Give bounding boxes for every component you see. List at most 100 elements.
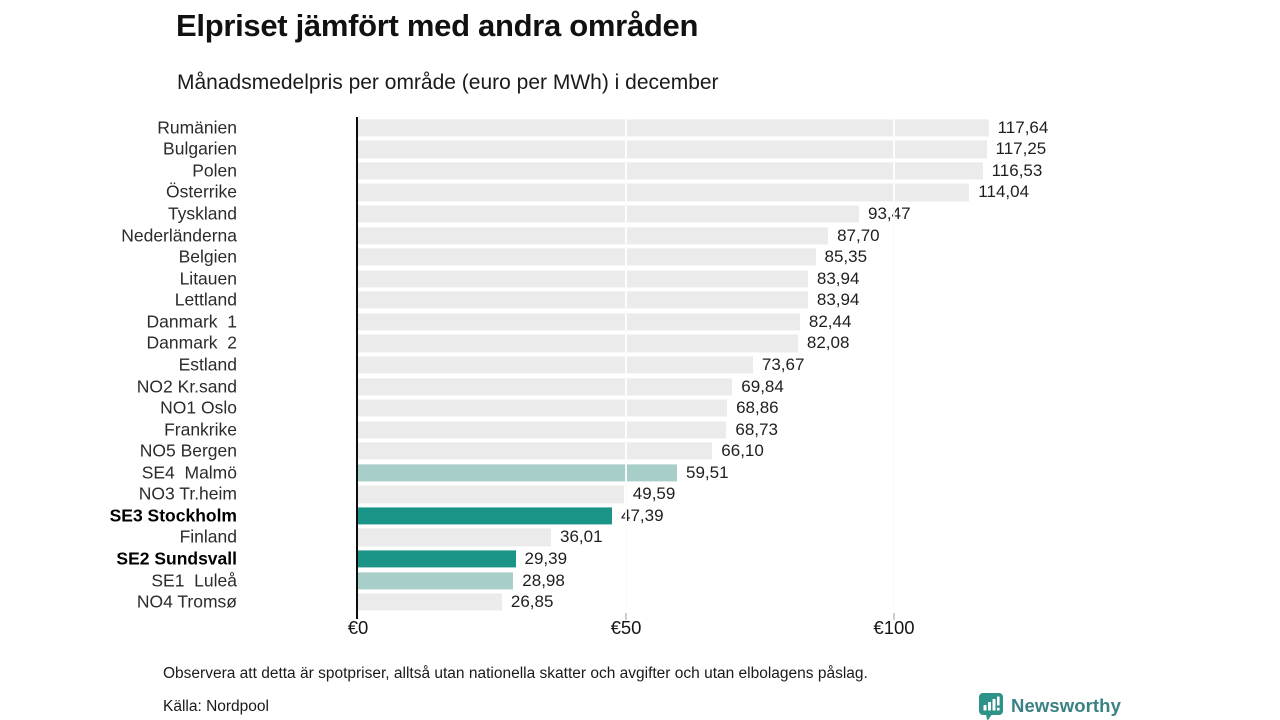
value-label: 47,39 (621, 505, 664, 525)
category-label: Litauen (179, 268, 237, 289)
gridline-overlay (893, 117, 895, 613)
bar (358, 421, 727, 439)
value-label: 82,44 (808, 311, 852, 331)
source-credit: Källa: Nordpool (163, 698, 269, 715)
y-axis-line (356, 117, 358, 619)
chart-row: Danmark 1 82,44 (0, 311, 1200, 333)
category-label: Finland (179, 526, 237, 547)
category-label: NO2 Kr.sand (136, 376, 237, 397)
category-label: Nederländerna (121, 225, 237, 246)
newsworthy-icon (978, 692, 1004, 720)
chart-row: NO2 Kr.sand 69,84 (0, 376, 1200, 398)
value-label: 73,67 (761, 354, 805, 374)
chart-row: Belgien 85,35 (0, 246, 1200, 268)
value-label: 59,51 (686, 462, 729, 482)
bar (358, 291, 808, 309)
category-label: Österrike (166, 181, 237, 202)
value-label: 66,10 (721, 441, 764, 461)
x-axis-tick (625, 613, 627, 620)
chart-row: SE3 Stockholm 47,39 (0, 505, 1200, 527)
category-label: SE3 Stockholm (109, 505, 237, 526)
value-label: 49,59 (632, 484, 676, 504)
x-axis-tick-label: €50 (610, 617, 642, 638)
bar (358, 119, 989, 137)
chart-row: SE2 Sundsvall 29,39 (0, 548, 1200, 570)
value-label: 87,70 (837, 225, 880, 245)
category-label: SE4 Malmö (141, 462, 237, 483)
value-label: 36,01 (560, 527, 603, 547)
value-label: 28,98 (522, 570, 565, 590)
chart-row: Tyskland 93,47 (0, 203, 1200, 225)
category-label: Danmark 1 (146, 311, 237, 332)
value-label: 29,39 (524, 549, 568, 569)
bar (358, 140, 987, 158)
value-label: 69,84 (741, 376, 784, 396)
bar (358, 464, 677, 482)
bar (358, 550, 516, 568)
bar (358, 205, 859, 223)
chart-row: SE4 Malmö 59,51 (0, 462, 1200, 484)
category-label: Polen (192, 160, 237, 181)
category-label: Danmark 2 (146, 332, 237, 353)
chart-row: NO1 Oslo 68,86 (0, 397, 1200, 419)
bar (358, 442, 713, 460)
page-title: Elpriset jämfört med andra områden (176, 8, 699, 43)
category-label: Rumänien (157, 117, 237, 138)
bar (358, 183, 970, 202)
bar (358, 399, 728, 417)
value-label: 83,94 (816, 290, 860, 310)
x-axis-tick (893, 613, 895, 620)
gridline-overlay (625, 117, 627, 613)
value-label: 26,85 (510, 592, 554, 612)
value-label: 68,86 (736, 398, 779, 418)
bar (358, 528, 551, 547)
value-label: 117,64 (997, 117, 1049, 137)
bar (358, 507, 612, 525)
chart-row: Österrike 114,04 (0, 182, 1200, 204)
chart-row: NO4 Tromsø 26,85 (0, 591, 1200, 613)
chart-row: Polen 116,53 (0, 160, 1200, 182)
category-label: Belgien (178, 246, 237, 267)
value-label: 117,25 (995, 139, 1047, 159)
category-label: Frankrike (164, 419, 237, 440)
value-label: 83,94 (816, 268, 860, 288)
value-label: 93,47 (868, 204, 911, 224)
chart-row: Estland 73,67 (0, 354, 1200, 376)
x-axis-tick-label: €0 (347, 617, 369, 638)
category-label: NO3 Tr.heim (138, 483, 237, 504)
chart-row: Bulgarien 117,25 (0, 139, 1200, 161)
brand-logo: Newsworthy (978, 692, 1121, 720)
footnote: Observera att detta är spotpriser, allts… (163, 665, 868, 682)
category-label: SE2 Sundsvall (116, 548, 237, 569)
bar (358, 334, 798, 352)
bar (358, 227, 829, 245)
value-label: 82,08 (806, 333, 850, 353)
chart-subtitle: Månadsmedelpris per område (euro per MWh… (177, 71, 719, 94)
value-label: 85,35 (824, 247, 868, 267)
chart-row: Finland 36,01 (0, 527, 1200, 549)
chart-row: SE1 Luleå 28,98 (0, 570, 1200, 592)
bar-chart: Rumänien 117,64 Bulgarien 117,25 Polen 116,53… (0, 117, 1200, 614)
chart-row: Danmark 2 82,08 (0, 333, 1200, 355)
bar (358, 162, 983, 180)
value-label: 114,04 (978, 182, 1030, 202)
value-label: 116,53 (991, 160, 1043, 180)
chart-row: Nederländerna 87,70 (0, 225, 1200, 247)
bar (358, 248, 816, 266)
category-label: Lettland (174, 289, 237, 310)
category-label: Bulgarien (163, 138, 237, 159)
bar (358, 485, 624, 503)
chart-row: Frankrike 68,73 (0, 419, 1200, 441)
chart-row: Rumänien 117,64 (0, 117, 1200, 139)
category-label: NO1 Oslo (160, 397, 237, 418)
brand-name: Newsworthy (1011, 695, 1121, 716)
category-label: NO5 Bergen (139, 440, 237, 461)
chart-row: NO3 Tr.heim 49,59 (0, 484, 1200, 506)
bar (358, 377, 733, 396)
chart-row: Litauen 83,94 (0, 268, 1200, 290)
bar (358, 270, 808, 288)
category-label: Estland (178, 354, 237, 375)
value-label: 68,73 (735, 419, 778, 439)
category-label: SE1 Luleå (151, 570, 237, 591)
x-axis-tick-label: €100 (873, 617, 915, 638)
